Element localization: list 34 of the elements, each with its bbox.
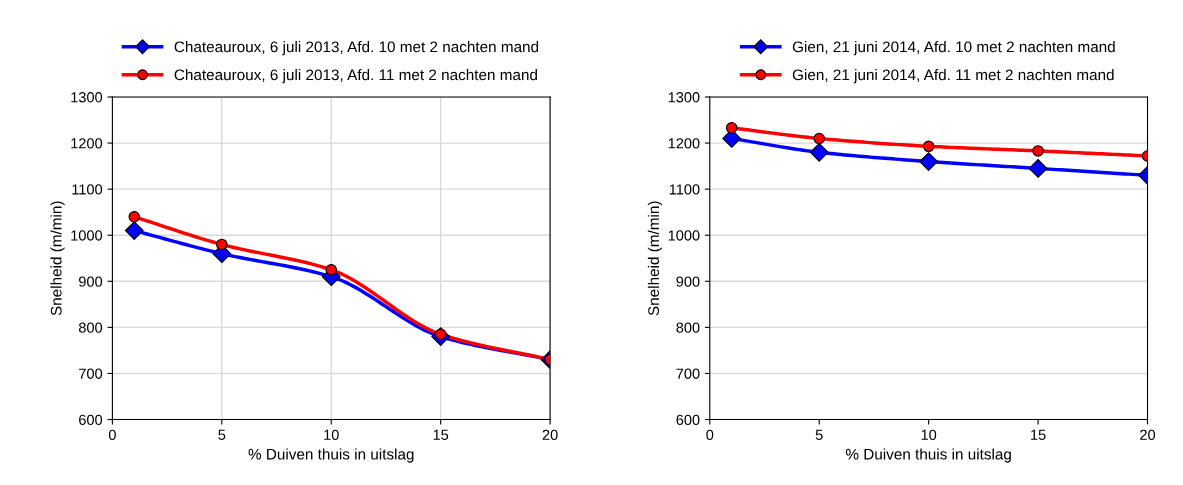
x-tick-label: 15: [433, 429, 449, 440]
x-tick-label: 0: [706, 429, 714, 440]
y-tick-label: 1000: [71, 230, 103, 241]
legend-label: Gien, 21 juni 2014, Afd. 10 met 2 nachten mand: [792, 41, 1115, 56]
y-tick-label: 600: [79, 414, 103, 425]
x-axis-title: % Duiven thuis in uitslag: [845, 448, 1011, 463]
x-tick-label: 10: [324, 429, 339, 440]
legend-label: Gien, 21 juni 2014, Afd. 11 met 2 nachten mand: [792, 69, 1114, 84]
y-tick-label: 800: [676, 322, 700, 333]
x-tick-label: 0: [108, 429, 116, 440]
x-tick-label: 5: [218, 429, 226, 440]
y-tick-label: 1100: [669, 184, 700, 195]
y-tick-label: 1100: [72, 184, 103, 195]
y-tick-label: 700: [676, 368, 700, 379]
y-tick-label: 600: [676, 414, 700, 425]
x-tick-label: 10: [921, 429, 937, 440]
x-tick-label: 20: [1140, 429, 1156, 440]
x-tick-label: 20: [542, 429, 558, 440]
x-axis-title: % Duiven thuis in uitslag: [248, 448, 414, 463]
x-tick-label: 15: [1031, 429, 1046, 440]
y-tick-label: 900: [79, 276, 103, 287]
y-tick-label: 1300: [71, 92, 103, 103]
legend-label: Chateauroux, 6 juli 2013, Afd. 10 met 2 nachten mand: [174, 41, 539, 56]
y-tick-label: 700: [79, 368, 103, 379]
y-tick-label: 1300: [668, 92, 700, 103]
legend-label: Chateauroux, 6 juli 2013, Afd. 11 met 2 nachten mand: [174, 69, 537, 84]
y-axis-title: Snelheid (m/min): [50, 201, 65, 316]
y-tick-label: 1000: [668, 230, 700, 241]
x-tick-label: 5: [815, 429, 823, 440]
y-tick-label: 1200: [668, 138, 700, 149]
y-tick-label: 1200: [71, 138, 103, 149]
y-axis-title: Snelheid (m/min): [647, 201, 663, 316]
y-tick-label: 800: [78, 322, 103, 333]
y-tick-label: 900: [676, 276, 700, 287]
